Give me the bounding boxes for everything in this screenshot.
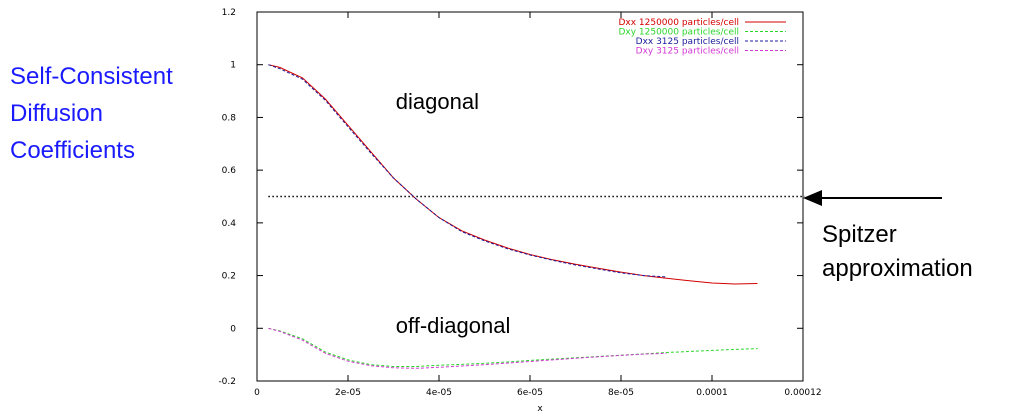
legend-entry-4: Dxy 3125 particles/cell bbox=[636, 47, 739, 57]
y-tick-label: 1 bbox=[230, 61, 236, 71]
spitzer-label-line-1: Spitzer bbox=[822, 221, 897, 248]
x-tick-label: 0 bbox=[254, 388, 260, 398]
x-tick-label: 4e-05 bbox=[426, 388, 452, 398]
side-title-line-2: Diffusion bbox=[10, 100, 103, 127]
y-tick-label: 0.2 bbox=[222, 272, 236, 282]
y-tick-label: 1.2 bbox=[222, 8, 236, 18]
x-tick-label: 0.0001 bbox=[696, 388, 728, 398]
y-tick-label: -0.2 bbox=[218, 377, 236, 387]
spitzer-label: Spitzer approximation bbox=[822, 218, 973, 286]
series-line-3 bbox=[268, 64, 667, 278]
y-tick-label: 0 bbox=[230, 324, 236, 334]
x-tick-label: 0.00012 bbox=[784, 388, 821, 398]
legend-entry-2: Dxy 1250000 particles/cell bbox=[618, 28, 739, 38]
side-title: Self-Consistent Diffusion Coefficients bbox=[10, 58, 173, 169]
legend-entry-1: Dxx 1250000 particles/cell bbox=[618, 18, 739, 28]
x-tick-label: 8e-05 bbox=[608, 388, 634, 398]
x-tick-label: 6e-05 bbox=[517, 388, 543, 398]
series-line-4 bbox=[268, 327, 667, 369]
legend-entry-3: Dxx 3125 particles/cell bbox=[636, 37, 739, 47]
y-tick-label: 0.6 bbox=[222, 166, 237, 176]
x-tick-label: 2e-05 bbox=[335, 388, 361, 398]
annotation-diagonal: diagonal bbox=[395, 88, 479, 114]
y-tick-label: 0.4 bbox=[222, 219, 237, 229]
series-line-1 bbox=[268, 64, 758, 285]
spitzer-label-line-2: approximation bbox=[822, 255, 973, 282]
series-line-2 bbox=[268, 327, 758, 367]
y-tick-label: 0.8 bbox=[222, 113, 237, 123]
x-axis-label: x bbox=[537, 404, 543, 414]
side-title-line-3: Coefficients bbox=[10, 137, 135, 164]
annotation-off-diagonal: off-diagonal bbox=[395, 312, 511, 338]
spitzer-arrow-head bbox=[803, 190, 822, 206]
side-title-line-1: Self-Consistent bbox=[10, 63, 173, 90]
